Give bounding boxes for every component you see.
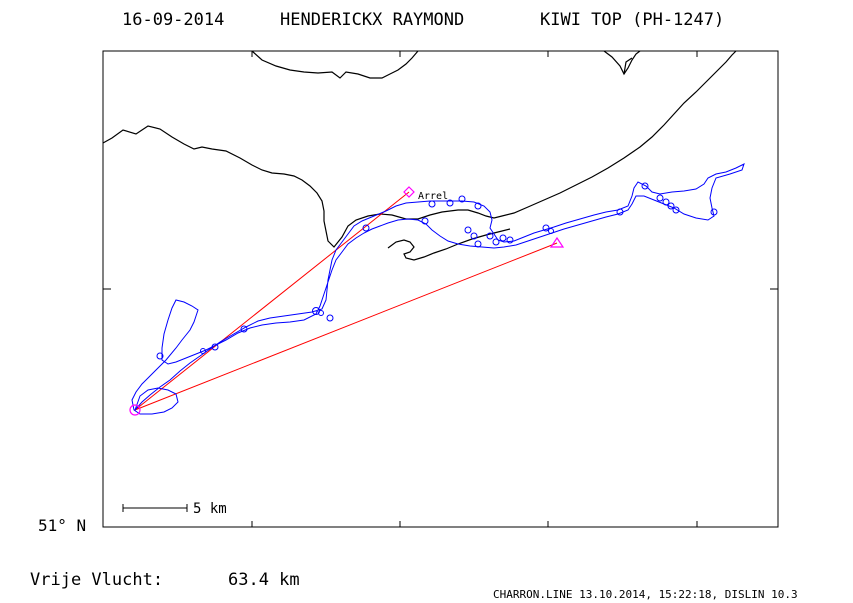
pilot-name: HENDERICKX RAYMOND (280, 10, 464, 30)
coastline (102, 50, 737, 261)
start-marker (129, 404, 141, 416)
finish-marker (549, 236, 565, 248)
turnpoint-marker (403, 186, 415, 198)
task-leg-1 (134, 191, 410, 411)
latitude-label: 51° N (38, 516, 86, 535)
flight-date: 16-09-2014 (122, 10, 224, 30)
scale-label: 5 km (193, 501, 227, 517)
frame-ticks (102, 51, 778, 527)
scale-bar (122, 504, 188, 512)
task-lines (134, 191, 558, 411)
task-leg-2 (134, 242, 558, 411)
glider-name: KIWI TOP (PH-1247) (540, 10, 724, 30)
flight-track (131, 163, 745, 415)
free-flight-label: Vrije Vlucht: (30, 570, 163, 590)
software-credit: CHARRON.LINE 13.10.2014, 15:22:18, DISLI… (493, 588, 798, 601)
waypoint-label: Arrel (418, 191, 448, 202)
free-flight-value: 63.4 km (228, 570, 300, 590)
